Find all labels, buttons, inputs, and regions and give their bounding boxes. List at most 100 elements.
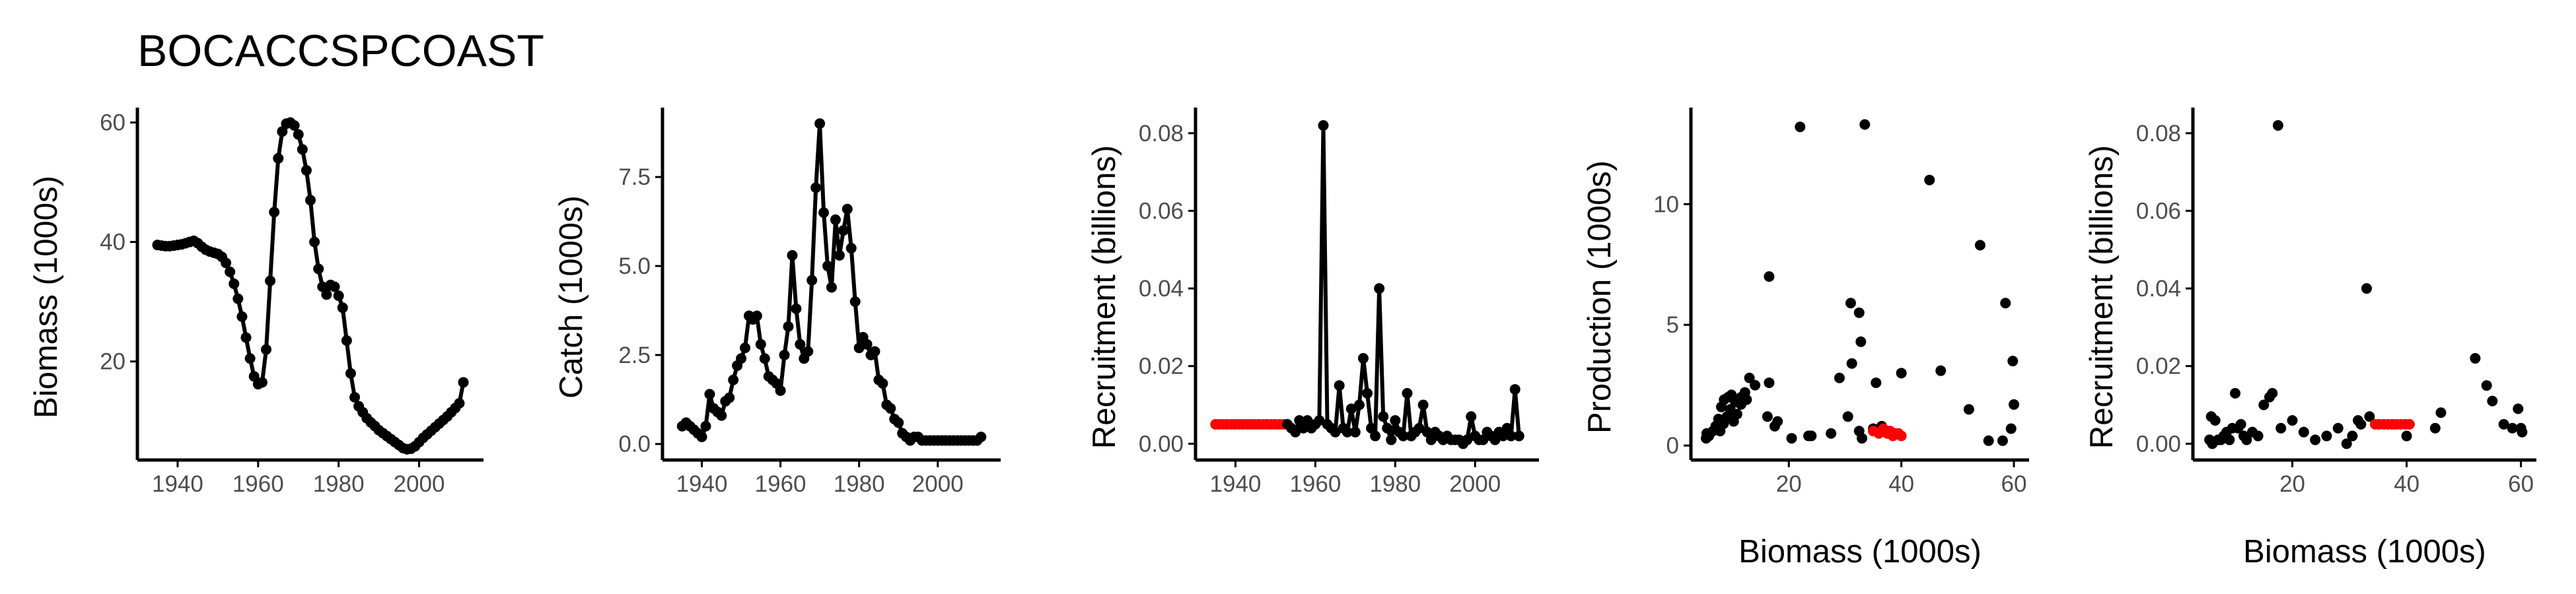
data-point [1466, 411, 1477, 422]
data-point [1342, 426, 1353, 438]
data-point [309, 236, 320, 248]
data-point [2487, 395, 2498, 407]
data-point [2332, 422, 2343, 434]
data-point [341, 335, 352, 346]
data-point [2275, 422, 2287, 434]
x-tick-label: 1960 [755, 471, 806, 497]
x-tick-label: 60 [2508, 471, 2534, 497]
x-tick-label: 1960 [233, 471, 284, 497]
data-point [877, 378, 888, 389]
y-tick-label: 0.02 [1139, 354, 1184, 380]
y-tick-label: 0.08 [1139, 121, 1184, 147]
data-point [841, 203, 853, 214]
y-axis-title: Biomass (1000s) [28, 176, 64, 418]
data-point [838, 225, 849, 236]
data-point [313, 263, 324, 275]
data-point [277, 126, 288, 137]
x-tick-label: 1980 [313, 471, 365, 497]
data-point [1983, 435, 1994, 446]
data-point [1353, 399, 1365, 411]
y-axis-title: Catch (1000s) [554, 195, 589, 399]
data-point [1856, 433, 1867, 444]
data-point [791, 303, 802, 314]
data-point [716, 410, 727, 421]
data-point [1924, 174, 1935, 185]
y-tick-label: 0.06 [1139, 198, 1184, 224]
data-point [2287, 415, 2298, 426]
data-point [1963, 404, 1974, 415]
data-point [301, 165, 312, 176]
figure-title: BOCACCSPCOAST [137, 26, 544, 76]
data-point [1425, 434, 1437, 446]
data-point [751, 310, 762, 321]
chart-biomass: 20 40 60 1940 1960 1980 2000 Biomass (1000s) [28, 108, 483, 497]
x-tick-label: 1980 [1369, 471, 1421, 497]
data-point [1357, 352, 1369, 364]
x-tick-label: 2000 [1449, 471, 1501, 497]
data-point [329, 281, 340, 292]
data-point [1390, 415, 1401, 426]
data-point [289, 120, 300, 131]
data-point [1362, 387, 1373, 399]
data-point [736, 353, 747, 364]
y-tick-label: 0.00 [1139, 431, 1184, 457]
x-axis-title: Biomass (1000s) [2243, 534, 2486, 570]
data-point [2267, 387, 2278, 399]
data-point [1997, 435, 2008, 446]
y-tick-label: 0 [1666, 433, 1679, 459]
data-point [2008, 399, 2019, 410]
data-point [1871, 377, 1882, 388]
data-point [861, 339, 873, 350]
chart-recruitment-time: 0.00 0.02 0.04 0.06 0.08 1940 1960 1980 2000 Recr… [1087, 108, 1539, 497]
data-point [345, 368, 356, 379]
data-point [337, 302, 348, 314]
data-point [814, 118, 826, 129]
data-point [822, 261, 834, 272]
y-axis-title: Production (1000s) [1582, 160, 1618, 434]
data-point [1378, 411, 1389, 422]
x-tick-label: 20 [2279, 471, 2305, 497]
data-point [1846, 358, 1857, 369]
data-point [458, 377, 469, 388]
x-tick-label: 1940 [676, 471, 728, 497]
data-point [236, 311, 248, 322]
data-point [1769, 420, 1780, 432]
data-point [834, 249, 845, 261]
y-tick-label: 7.5 [618, 164, 651, 190]
data-point [2361, 283, 2373, 294]
data-point [1462, 434, 1473, 446]
data-point [779, 349, 790, 360]
data-point [1417, 399, 1429, 411]
data-point [1509, 383, 1521, 395]
data-point [806, 275, 818, 286]
data-point [976, 431, 987, 442]
chart-catch: 0.0 2.5 5.0 7.5 1940 1960 1980 2000 Catch (1000s… [554, 108, 1001, 497]
data-point [1744, 372, 1755, 383]
y-tick-label: 0.06 [2136, 198, 2181, 224]
data-point [740, 343, 751, 354]
data-point [1330, 426, 1341, 438]
x-tick-label: 40 [2394, 471, 2419, 497]
y-tick-label: 20 [100, 349, 125, 375]
data-point [2252, 430, 2264, 442]
data-point [2241, 434, 2252, 446]
data-point [1826, 428, 1837, 439]
data-point [2513, 403, 2524, 414]
data-point [1298, 422, 1309, 434]
data-point [1370, 430, 1381, 442]
data-point [1806, 430, 1817, 442]
data-point [1834, 372, 1845, 383]
data-point [2258, 399, 2270, 411]
data-point [845, 243, 857, 254]
series-line [680, 121, 983, 443]
y-tick-label: 0.00 [2136, 431, 2181, 457]
data-point [333, 290, 344, 302]
data-point [810, 182, 822, 193]
y-tick-label: 10 [1653, 191, 1679, 217]
data-point [1478, 434, 1489, 446]
data-point [1497, 430, 1509, 442]
data-point [221, 257, 232, 269]
data-point [2507, 422, 2518, 434]
data-point [2429, 422, 2441, 434]
data-point [1386, 434, 1397, 446]
